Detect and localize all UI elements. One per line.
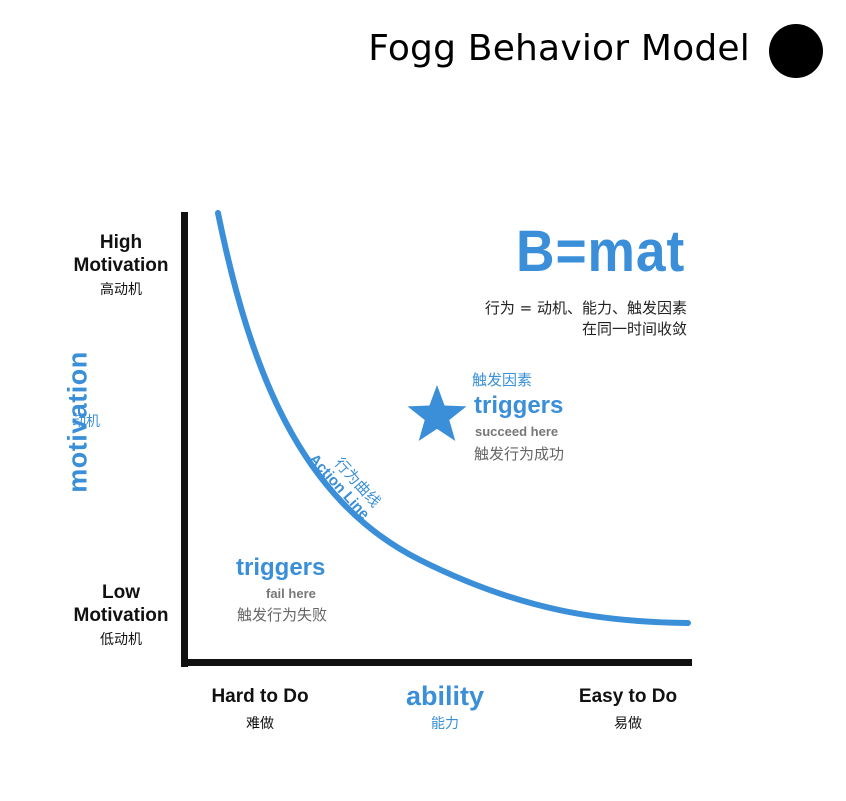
formula-description-line2: 在同一时间收敛 (581, 320, 687, 338)
ability-label: ability 能力 (390, 680, 500, 733)
hard-to-do-cn: 难做 (246, 715, 274, 732)
high-motivation-cn: 高动机 (100, 281, 142, 298)
success-zone-cn-title: 触发因素 (472, 371, 533, 389)
success-zone-cn-sub: 触发行为成功 (474, 445, 565, 463)
ability-cn-label: 能力 (431, 716, 459, 733)
action-line-curve (215, 210, 691, 626)
high-motivation-label: High Motivation 高动机 (66, 232, 176, 298)
y-axis-line (181, 212, 188, 667)
hard-to-do-label: Hard to Do 难做 (195, 686, 325, 733)
success-zone-sub: succeed here (475, 424, 559, 439)
high-motivation-line2: Motivation (73, 254, 169, 276)
easy-to-do-cn: 易做 (614, 715, 642, 732)
hard-to-do-en: Hard to Do (211, 686, 309, 707)
star-icon (407, 385, 467, 441)
filled-circle-icon (769, 24, 823, 78)
easy-to-do-en: Easy to Do (578, 686, 678, 707)
fail-zone-sub: fail here (266, 586, 316, 601)
formula-description-line1: 行为 = 动机、能力、触发因素 (484, 299, 687, 317)
motivation-cn-label: 动机 (72, 414, 100, 430)
fail-zone-cn-sub: 触发行为失败 (237, 606, 328, 624)
low-motivation-line1: Low (102, 582, 140, 603)
low-motivation-line2: Motivation (73, 604, 169, 626)
fail-zone-title: triggers (236, 554, 326, 581)
low-motivation-label: Low Motivation 低动机 (66, 582, 176, 648)
ability-axis-label: ability (405, 681, 485, 711)
x-axis-line (181, 659, 692, 666)
success-zone-title: triggers (474, 392, 564, 419)
high-motivation-line1: High (99, 232, 143, 253)
easy-to-do-label: Easy to Do 易做 (562, 686, 694, 733)
diagram-title: Fogg Behavior Model (368, 28, 750, 69)
formula-b-mat: B=mat (516, 219, 686, 284)
low-motivation-cn: 低动机 (100, 631, 142, 648)
